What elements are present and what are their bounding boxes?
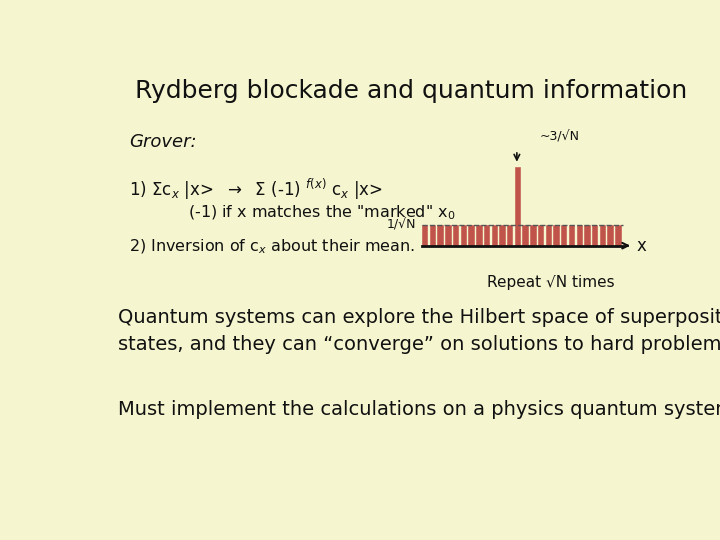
Bar	[484, 225, 489, 246]
Bar	[499, 225, 505, 246]
Text: Rydberg blockade and quantum information: Rydberg blockade and quantum information	[135, 79, 687, 103]
Bar	[476, 225, 482, 246]
Bar	[615, 225, 621, 246]
Bar	[438, 225, 443, 246]
Text: (-1) if x matches the "marked" x$_0$: (-1) if x matches the "marked" x$_0$	[188, 204, 455, 222]
Text: Must implement the calculations on a physics quantum system !: Must implement the calculations on a phy…	[118, 400, 720, 419]
Bar	[461, 225, 466, 246]
Text: ~3/√N: ~3/√N	[539, 131, 579, 144]
Bar	[569, 225, 575, 246]
Text: Grover:: Grover:	[129, 133, 197, 151]
Bar	[492, 225, 497, 246]
Bar	[507, 225, 513, 246]
Text: Quantum systems can explore the Hilbert space of superposition
states, and they : Quantum systems can explore the Hilbert …	[118, 308, 720, 354]
Bar	[577, 225, 582, 246]
Text: 1/√N: 1/√N	[387, 218, 416, 231]
Text: 2) Inversion of c$_x$ about their mean.: 2) Inversion of c$_x$ about their mean.	[129, 238, 415, 256]
Bar	[554, 225, 559, 246]
Bar	[608, 225, 613, 246]
Bar	[515, 167, 520, 246]
Bar	[430, 225, 435, 246]
Bar	[561, 225, 567, 246]
Bar	[445, 225, 451, 246]
Bar	[469, 225, 474, 246]
Bar	[538, 225, 544, 246]
Bar	[584, 225, 590, 246]
Bar	[422, 225, 428, 246]
Bar	[453, 225, 459, 246]
Text: 1) $\Sigma$c$_x$ |x>  $\rightarrow$  $\Sigma$ (-1) $^{f(x)}$ c$_x$ |x>: 1) $\Sigma$c$_x$ |x> $\rightarrow$ $\Sig…	[129, 177, 383, 202]
Bar	[592, 225, 598, 246]
Bar	[600, 225, 605, 246]
Bar	[523, 225, 528, 246]
Text: Repeat √N times: Repeat √N times	[487, 275, 614, 290]
Bar	[546, 225, 551, 246]
Bar	[530, 225, 536, 246]
Text: x: x	[637, 237, 647, 255]
